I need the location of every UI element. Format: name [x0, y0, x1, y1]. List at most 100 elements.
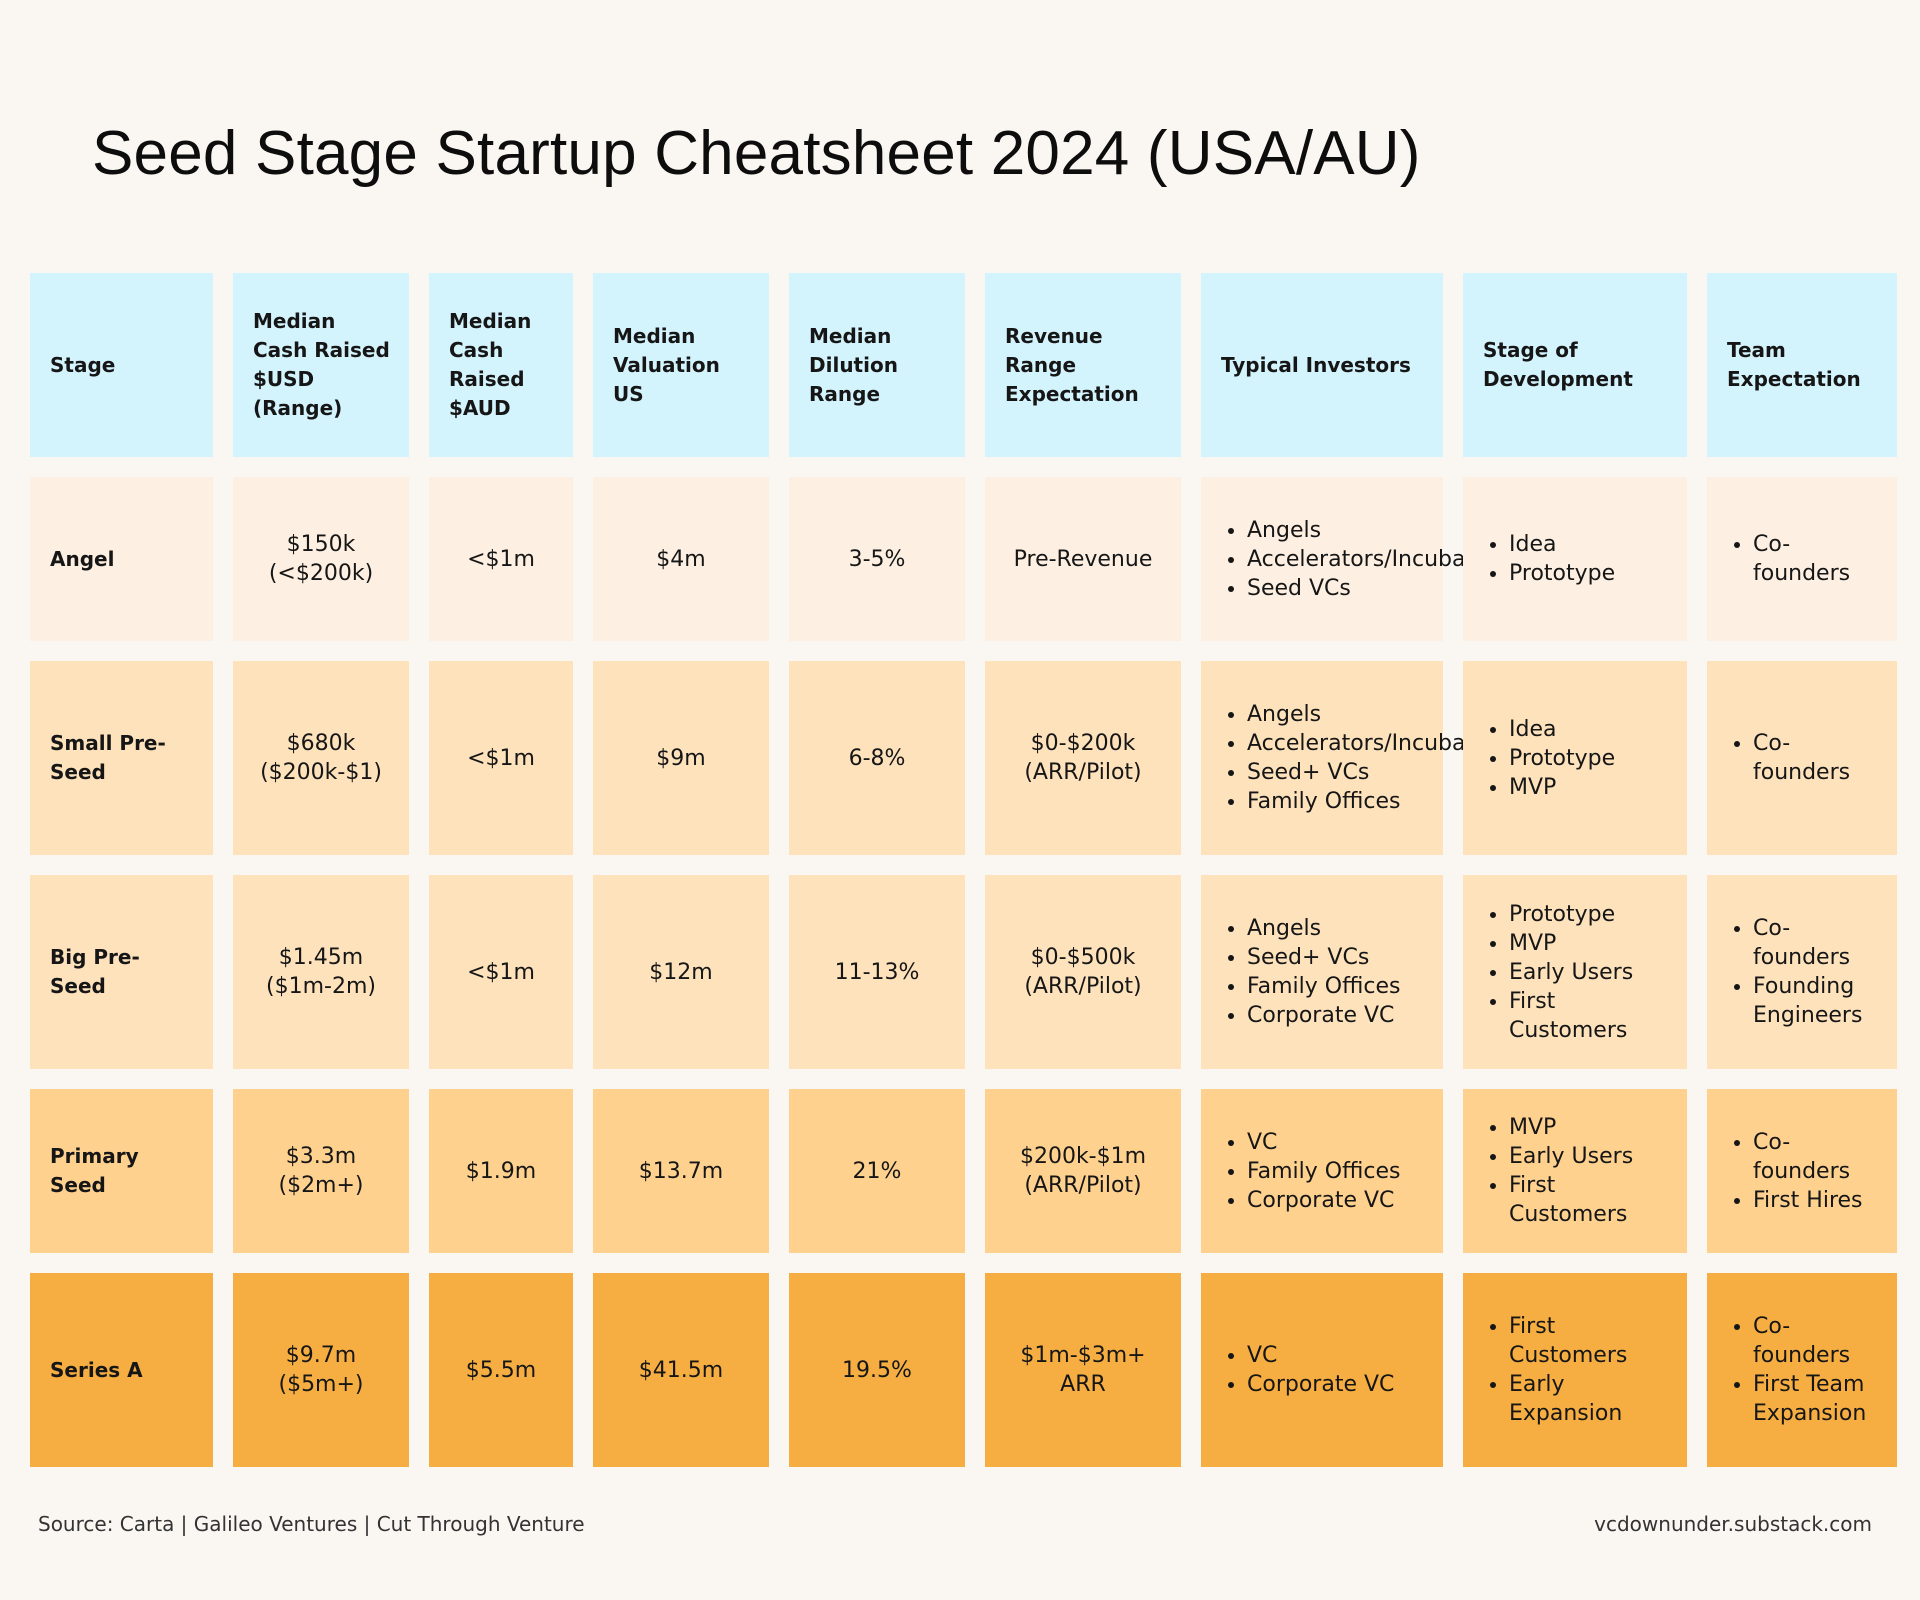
cash-aud-cell: $5.5m [429, 1273, 573, 1467]
cheatsheet-table: Stage Median Cash Raised $USD (Range) Me… [30, 273, 1897, 1467]
stage-cell: Series A [30, 1273, 213, 1467]
revenue-cell: $200k-$1m (ARR/Pilot) [985, 1089, 1181, 1253]
stage-cell: Small Pre-Seed [30, 661, 213, 855]
valuation-cell: $4m [593, 477, 769, 641]
list-item: Co-founders [1753, 914, 1887, 972]
list-item: First Hires [1753, 1186, 1887, 1215]
list-item: Early Expansion [1509, 1370, 1677, 1428]
investors-list: AngelsAccelerators/IncubatorsSeed+ VCsFa… [1221, 700, 1508, 816]
investors-cell: VCCorporate VC [1201, 1273, 1443, 1467]
list-item: Co-founders [1753, 1312, 1887, 1370]
development-list: First CustomersEarly Expansion [1483, 1312, 1677, 1428]
dilution-cell: 19.5% [789, 1273, 965, 1467]
valuation-cell: $9m [593, 661, 769, 855]
list-item: MVP [1509, 773, 1615, 802]
team-cell: Co-foundersFirst Hires [1707, 1089, 1897, 1253]
development-cell: MVPEarly UsersFirst Customers [1463, 1089, 1687, 1253]
list-item: Family Offices [1247, 787, 1508, 816]
revenue-cell: Pre-Revenue [985, 477, 1181, 641]
list-item: Co-founders [1753, 530, 1887, 588]
team-list: Co-foundersFirst Hires [1727, 1128, 1887, 1215]
revenue-cell: $0-$500k (ARR/Pilot) [985, 875, 1181, 1069]
development-list: MVPEarly UsersFirst Customers [1483, 1113, 1677, 1229]
team-cell: Co-foundersFounding Engineers [1707, 875, 1897, 1069]
list-item: MVP [1509, 1113, 1677, 1142]
team-cell: Co-founders [1707, 477, 1897, 641]
revenue-cell: $1m-$3m+ ARR [985, 1273, 1181, 1467]
list-item: First Team Expansion [1753, 1370, 1887, 1428]
dilution-cell: 21% [789, 1089, 965, 1253]
cash-aud-cell: <$1m [429, 661, 573, 855]
source-note: Source: Carta | Galileo Ventures | Cut T… [38, 1512, 585, 1536]
revenue-cell: $0-$200k (ARR/Pilot) [985, 661, 1181, 855]
list-item: First Customers [1509, 987, 1677, 1045]
list-item: Corporate VC [1247, 1001, 1400, 1030]
list-item: Angels [1247, 914, 1400, 943]
development-cell: PrototypeMVPEarly UsersFirst Customers [1463, 875, 1687, 1069]
header-valuation: Median Valuation US [593, 273, 769, 457]
list-item: Angels [1247, 700, 1508, 729]
list-item: Prototype [1509, 559, 1615, 588]
list-item: Seed+ VCs [1247, 943, 1400, 972]
list-item: Corporate VC [1247, 1186, 1400, 1215]
list-item: First Customers [1509, 1312, 1677, 1370]
team-list: Co-foundersFirst Team Expansion [1727, 1312, 1887, 1428]
list-item: Prototype [1509, 900, 1677, 929]
cash-aud-cell: <$1m [429, 875, 573, 1069]
header-team: Team Expectation [1707, 273, 1897, 457]
valuation-cell: $41.5m [593, 1273, 769, 1467]
stage-cell: Primary Seed [30, 1089, 213, 1253]
list-item: Prototype [1509, 744, 1615, 773]
list-item: First Customers [1509, 1171, 1677, 1229]
valuation-cell: $13.7m [593, 1089, 769, 1253]
development-list: PrototypeMVPEarly UsersFirst Customers [1483, 900, 1677, 1045]
list-item: Early Users [1509, 1142, 1677, 1171]
team-list: Co-foundersFounding Engineers [1727, 914, 1887, 1030]
stage-cell: Angel [30, 477, 213, 641]
team-cell: Co-founders [1707, 661, 1897, 855]
team-list: Co-founders [1727, 729, 1887, 787]
site-credit: vcdownunder.substack.com [1594, 1512, 1872, 1536]
cash-usd-cell: $680k ($200k-$1) [233, 661, 409, 855]
cash-usd-cell: $150k (<$200k) [233, 477, 409, 641]
list-item: Idea [1509, 715, 1615, 744]
development-list: IdeaPrototypeMVP [1483, 715, 1615, 802]
list-item: Seed+ VCs [1247, 758, 1508, 787]
header-development: Stage of Development [1463, 273, 1687, 457]
list-item: Family Offices [1247, 972, 1400, 1001]
cash-aud-cell: $1.9m [429, 1089, 573, 1253]
list-item: Seed VCs [1247, 574, 1508, 603]
header-stage: Stage [30, 273, 213, 457]
list-item: Early Users [1509, 958, 1677, 987]
development-cell: IdeaPrototype [1463, 477, 1687, 641]
investors-cell: VCFamily OfficesCorporate VC [1201, 1089, 1443, 1253]
investors-cell: AngelsAccelerators/IncubatorsSeed+ VCsFa… [1201, 661, 1508, 855]
list-item: MVP [1509, 929, 1677, 958]
team-cell: Co-foundersFirst Team Expansion [1707, 1273, 1897, 1467]
list-item: Idea [1509, 530, 1615, 559]
list-item: Co-founders [1753, 729, 1887, 787]
development-cell: IdeaPrototypeMVP [1463, 661, 1687, 855]
stage-cell: Big Pre-Seed [30, 875, 213, 1069]
dilution-cell: 3-5% [789, 477, 965, 641]
cash-usd-cell: $3.3m ($2m+) [233, 1089, 409, 1253]
list-item: Corporate VC [1247, 1370, 1394, 1399]
header-cash-usd: Median Cash Raised $USD (Range) [233, 273, 409, 457]
header-cash-aud: Median Cash Raised $AUD [429, 273, 573, 457]
development-list: IdeaPrototype [1483, 530, 1615, 588]
investors-list: VCCorporate VC [1221, 1341, 1394, 1399]
cash-aud-cell: <$1m [429, 477, 573, 641]
list-item: VC [1247, 1341, 1394, 1370]
valuation-cell: $12m [593, 875, 769, 1069]
page-title: Seed Stage Startup Cheatsheet 2024 (USA/… [92, 119, 1421, 188]
header-investors: Typical Investors [1201, 273, 1443, 457]
team-list: Co-founders [1727, 530, 1887, 588]
header-revenue: Revenue Range Expectation [985, 273, 1181, 457]
list-item: VC [1247, 1128, 1400, 1157]
investors-cell: AngelsSeed+ VCsFamily OfficesCorporate V… [1201, 875, 1443, 1069]
list-item: Co-founders [1753, 1128, 1887, 1186]
list-item: Founding Engineers [1753, 972, 1887, 1030]
header-dilution: Median Dilution Range [789, 273, 965, 457]
investors-list: VCFamily OfficesCorporate VC [1221, 1128, 1400, 1215]
